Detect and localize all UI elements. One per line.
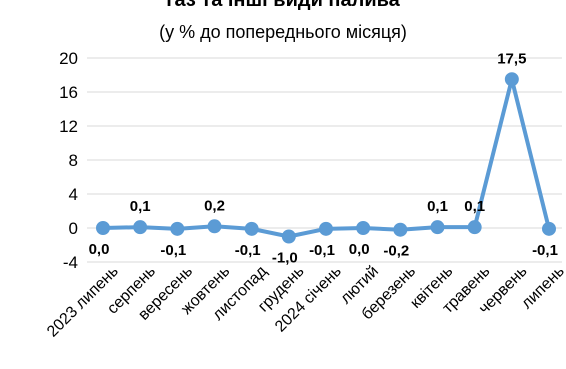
data-point	[207, 219, 222, 234]
y-tick-label: 0	[69, 219, 78, 238]
y-tick-label: 4	[69, 185, 78, 204]
data-label: 17,5	[497, 50, 526, 67]
data-label: -1,0	[272, 250, 298, 267]
data-labels: 0,0 0,1 -0,1 0,2 -0,1 -1,0 -0,1 0,0 -0,2 0,1 0,1 17…	[89, 50, 558, 266]
data-point	[319, 221, 333, 236]
data-point	[281, 229, 296, 244]
y-tick-label: -4	[63, 253, 78, 272]
data-point	[393, 222, 408, 237]
data-point	[542, 221, 556, 236]
data-point	[356, 221, 371, 235]
chart-title: газ та інші види палива	[166, 0, 400, 11]
y-tick-label: 8	[69, 151, 78, 170]
data-point	[96, 221, 110, 235]
data-label: -0,1	[235, 242, 261, 259]
y-tick-label: 20	[59, 49, 78, 68]
data-label: -0,2	[383, 243, 409, 260]
data-label: 0,1	[130, 198, 151, 215]
data-label: 0,2	[204, 197, 225, 214]
data-point	[467, 220, 482, 235]
data-label: 0,0	[89, 241, 110, 258]
data-label: -0,1	[160, 242, 186, 259]
data-point	[170, 221, 185, 236]
data-point	[430, 220, 445, 235]
series	[96, 72, 556, 244]
data-label: 0,1	[464, 198, 485, 215]
chart-subtitle: (у % до попереднього місяця)	[159, 22, 407, 42]
data-label: -0,1	[309, 242, 335, 259]
y-tick-label: 12	[59, 117, 78, 136]
y-tick-label: 16	[59, 83, 78, 102]
y-axis-ticks: -4 0 4 8 12 16 20	[59, 49, 78, 272]
data-label: -0,1	[532, 242, 558, 259]
data-point	[133, 220, 148, 235]
data-point	[504, 72, 519, 87]
data-label: 0,1	[427, 198, 448, 215]
data-label: 0,0	[349, 241, 370, 258]
x-axis-ticks: 2023 липеньсерпеньвересеньжовтеньлистопа…	[44, 262, 566, 340]
data-point	[244, 221, 259, 236]
